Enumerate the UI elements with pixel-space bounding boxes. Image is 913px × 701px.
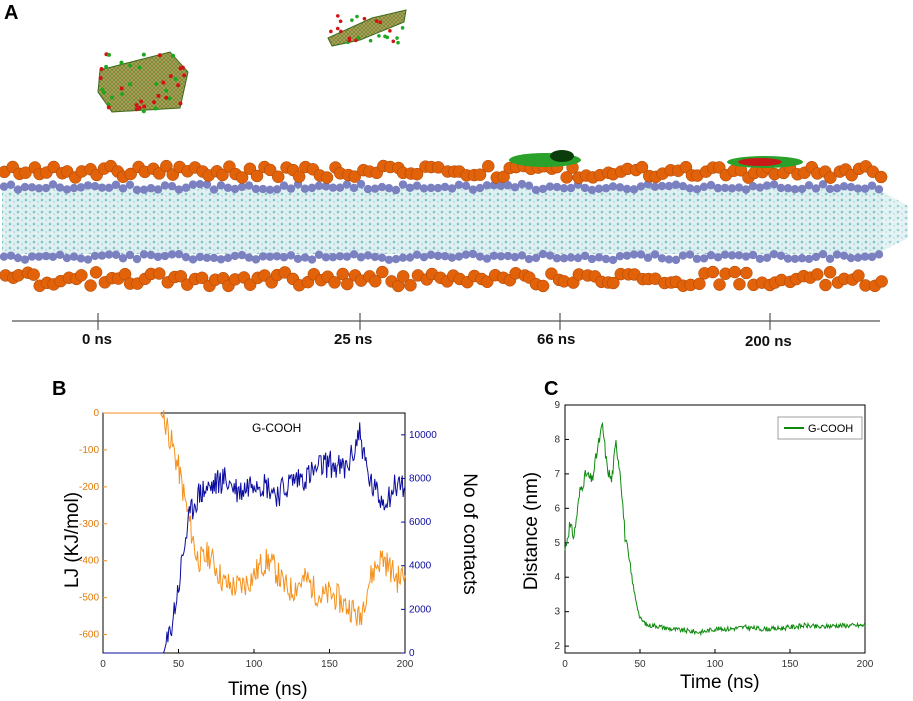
graphene-sheet-left (97, 51, 189, 114)
chart-b-right-tick-label: 2000 (409, 604, 432, 615)
chart-c-x-tick-label: 150 (782, 659, 799, 670)
chart-c-y-tick-label: 4 (554, 572, 560, 583)
chart-b-ylabel-right: No of contacts (459, 473, 480, 594)
lipid-tails (2, 188, 882, 254)
chart-b-x-tick-label: 100 (246, 659, 263, 670)
chart-b-left-tick-label: -200 (79, 482, 99, 493)
chart-c-frame (564, 404, 866, 654)
chart-b-series-lj (103, 410, 406, 626)
chart-c-series-gcooh (564, 421, 866, 637)
chart-b-x-tick-label: 200 (397, 659, 414, 670)
timeline-label-200ns: 200 ns (745, 333, 792, 350)
chart-c-legend-label: G-COOH (808, 423, 853, 435)
chart-b-right-tick-label: 0 (409, 648, 415, 659)
chart-b-right-tick-label: 4000 (409, 561, 432, 572)
chart-b-left-tick-label: -100 (79, 445, 99, 456)
chart-c-y-tick-label: 9 (554, 400, 560, 411)
chart-b-series-contacts (103, 422, 406, 654)
chart-b-left-tick-label: -300 (79, 519, 99, 530)
chart-c-y-tick-label: 3 (554, 607, 560, 618)
chart-c-ylabel: Distance (nm) (521, 472, 542, 590)
panel-c-label: C (544, 378, 559, 400)
adsorbed-sheet-66ns (509, 150, 581, 167)
graphene-sheet-top (327, 9, 407, 47)
chart-c-y-tick-label: 2 (554, 641, 560, 652)
chart-c-y-tick-label: 5 (554, 538, 560, 549)
panel-a-label: A (4, 2, 19, 24)
membrane-illustration (0, 9, 908, 330)
chart-c-legend: G-COOH (777, 416, 863, 440)
chart-c-x-tick-label: 50 (634, 659, 646, 670)
chart-c-x-tick-label: 200 (857, 659, 874, 670)
chart-c-y-tick-label: 6 (554, 503, 560, 514)
chart-c-y-tick-label: 8 (554, 434, 560, 445)
chart-b-right-tick-label: 8000 (409, 473, 432, 484)
chart-b-ylabel-left: LJ (KJ/mol) (62, 492, 83, 588)
chart-b-x-tick-label: 50 (173, 659, 185, 670)
chart-b-x-tick-label: 150 (321, 659, 338, 670)
chart-b-left-tick-label: -400 (79, 556, 99, 567)
lipid-headgroups-bottom (0, 249, 888, 293)
timeline-label-66ns: 66 ns (537, 331, 576, 348)
chart-b-left-tick-label: -600 (79, 630, 99, 641)
chart-b-left-tick-label: 0 (93, 408, 99, 419)
chart-b-right-tick-label: 6000 (409, 517, 432, 528)
lipid-headgroups-top (0, 159, 888, 195)
chart-b-title: G-COOH (252, 421, 301, 435)
chart-b-x-tick-label: 0 (100, 659, 106, 670)
chart-b-left-tick-label: -500 (79, 593, 99, 604)
chart-c-x-tick-label: 0 (562, 659, 568, 670)
chart-b-xlabel: Time (ns) (228, 679, 308, 700)
panel-b-label: B (52, 378, 67, 400)
chart-c-y-tick-label: 7 (554, 469, 560, 480)
adsorbed-sheet-200ns (727, 156, 803, 168)
chart-b-right-tick-label: 10000 (409, 430, 437, 441)
timeline-label-25ns: 25 ns (334, 331, 373, 348)
chart-c-x-tick-label: 100 (707, 659, 724, 670)
chart-c-xlabel: Time (ns) (680, 672, 760, 693)
timeline-label-0ns: 0 ns (82, 331, 113, 348)
